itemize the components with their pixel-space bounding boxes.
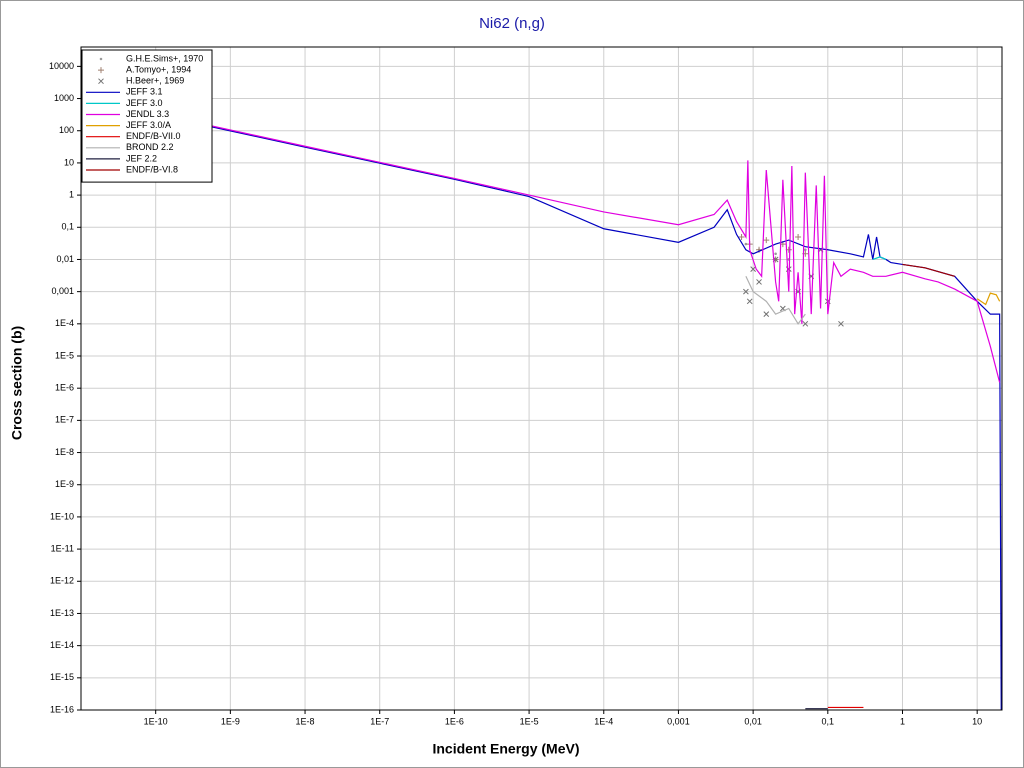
- grid: 10000 1000 100 10 1 0,1 0,01 0,001 1E-4 1E-5 1E-6 1…: [49, 47, 1002, 726]
- y-tick-label: 1E-10: [50, 511, 74, 521]
- x-tick-label: 1E-10: [144, 716, 168, 726]
- data-point: [763, 311, 770, 317]
- y-tick-label: 100: [59, 125, 74, 135]
- y-tick-label: 1E-14: [50, 640, 74, 650]
- legend-marker: [98, 78, 104, 85]
- y-tick-label: 1000: [54, 93, 74, 103]
- plot-area: [207, 124, 1002, 711]
- data-point: [763, 237, 770, 244]
- data-point: [738, 233, 745, 240]
- y-tick-label: 1E-8: [55, 447, 74, 457]
- y-axis-label: Cross section (b): [9, 326, 25, 440]
- data-point: [744, 242, 748, 246]
- legend-label: BROND 2.2: [126, 142, 174, 152]
- y-tick-label: 1E-15: [50, 672, 74, 682]
- legend-label: JEFF 3.0: [126, 98, 163, 108]
- series-line: [745, 276, 806, 325]
- x-tick-label: 1: [900, 716, 905, 726]
- data-point: [774, 252, 777, 256]
- y-tick-label: 1E-16: [50, 704, 74, 714]
- y-tick-label: 0,1: [61, 222, 74, 232]
- x-tick-label: 1E-7: [370, 716, 389, 726]
- series-line: [207, 124, 1001, 383]
- series-line: [902, 263, 955, 277]
- y-tick-label: 1E-11: [51, 543, 74, 553]
- legend-label: ENDF/B-VI.8: [126, 164, 178, 174]
- x-tick-label: 0,001: [667, 716, 690, 726]
- data-point: [743, 288, 749, 295]
- y-tick-label: 1E-7: [55, 415, 74, 425]
- chart-title: Ni62 (n,g): [479, 15, 545, 32]
- y-tick-label: 1E-13: [50, 608, 74, 618]
- legend-label: JENDL 3.3: [126, 109, 169, 119]
- x-tick-label: 10: [972, 716, 982, 726]
- plot-border: [80, 46, 1003, 711]
- legend-label: JEFF 3.0/A: [126, 120, 171, 130]
- x-tick-label: 0,1: [822, 716, 835, 726]
- y-tick-label: 1: [69, 189, 74, 199]
- legend-label: ENDF/B-VII.0: [126, 131, 181, 141]
- legend-label: A.Tomyo+, 1994: [126, 64, 191, 74]
- y-tick-label: 1E-12: [50, 576, 74, 586]
- y-tick-label: 0,001: [51, 286, 74, 296]
- legend-label: G.H.E.Sims+, 1970: [126, 53, 203, 63]
- legend-label: JEF 2.2: [126, 153, 157, 163]
- y-tick-label: 1E-9: [55, 479, 74, 489]
- y-tick-label: 10: [64, 157, 74, 167]
- data-point: [746, 298, 753, 305]
- y-tick-label: 1E-5: [55, 350, 74, 360]
- series-line: [976, 292, 1001, 306]
- x-tick-label: 1E-4: [594, 716, 613, 726]
- legend-box: [81, 49, 213, 183]
- legend-marker: [99, 57, 103, 61]
- data-point: [804, 248, 807, 252]
- x-tick-label: 1E-5: [520, 716, 539, 726]
- legend-label: JEFF 3.1: [126, 87, 163, 97]
- x-tick-label: 1E-8: [296, 716, 315, 726]
- data-point: [802, 320, 809, 327]
- y-tick-label: 10000: [49, 61, 74, 71]
- x-axis-label: Incident Energy (MeV): [432, 741, 579, 757]
- x-tick-label: 1E-9: [221, 716, 240, 726]
- data-point: [838, 320, 844, 327]
- data-point: [750, 266, 756, 273]
- legend-label: H.Beer+, 1969: [126, 76, 184, 86]
- data-point: [756, 279, 762, 285]
- x-tick-label: 0,01: [744, 716, 762, 726]
- y-tick-label: 0,01: [56, 254, 74, 264]
- y-tick-label: 1E-6: [55, 383, 74, 393]
- series-line: [872, 256, 887, 261]
- x-tick-label: 1E-6: [445, 716, 464, 726]
- data-point: [795, 233, 802, 240]
- legend-marker: [98, 67, 104, 74]
- y-tick-label: 1E-4: [55, 318, 74, 328]
